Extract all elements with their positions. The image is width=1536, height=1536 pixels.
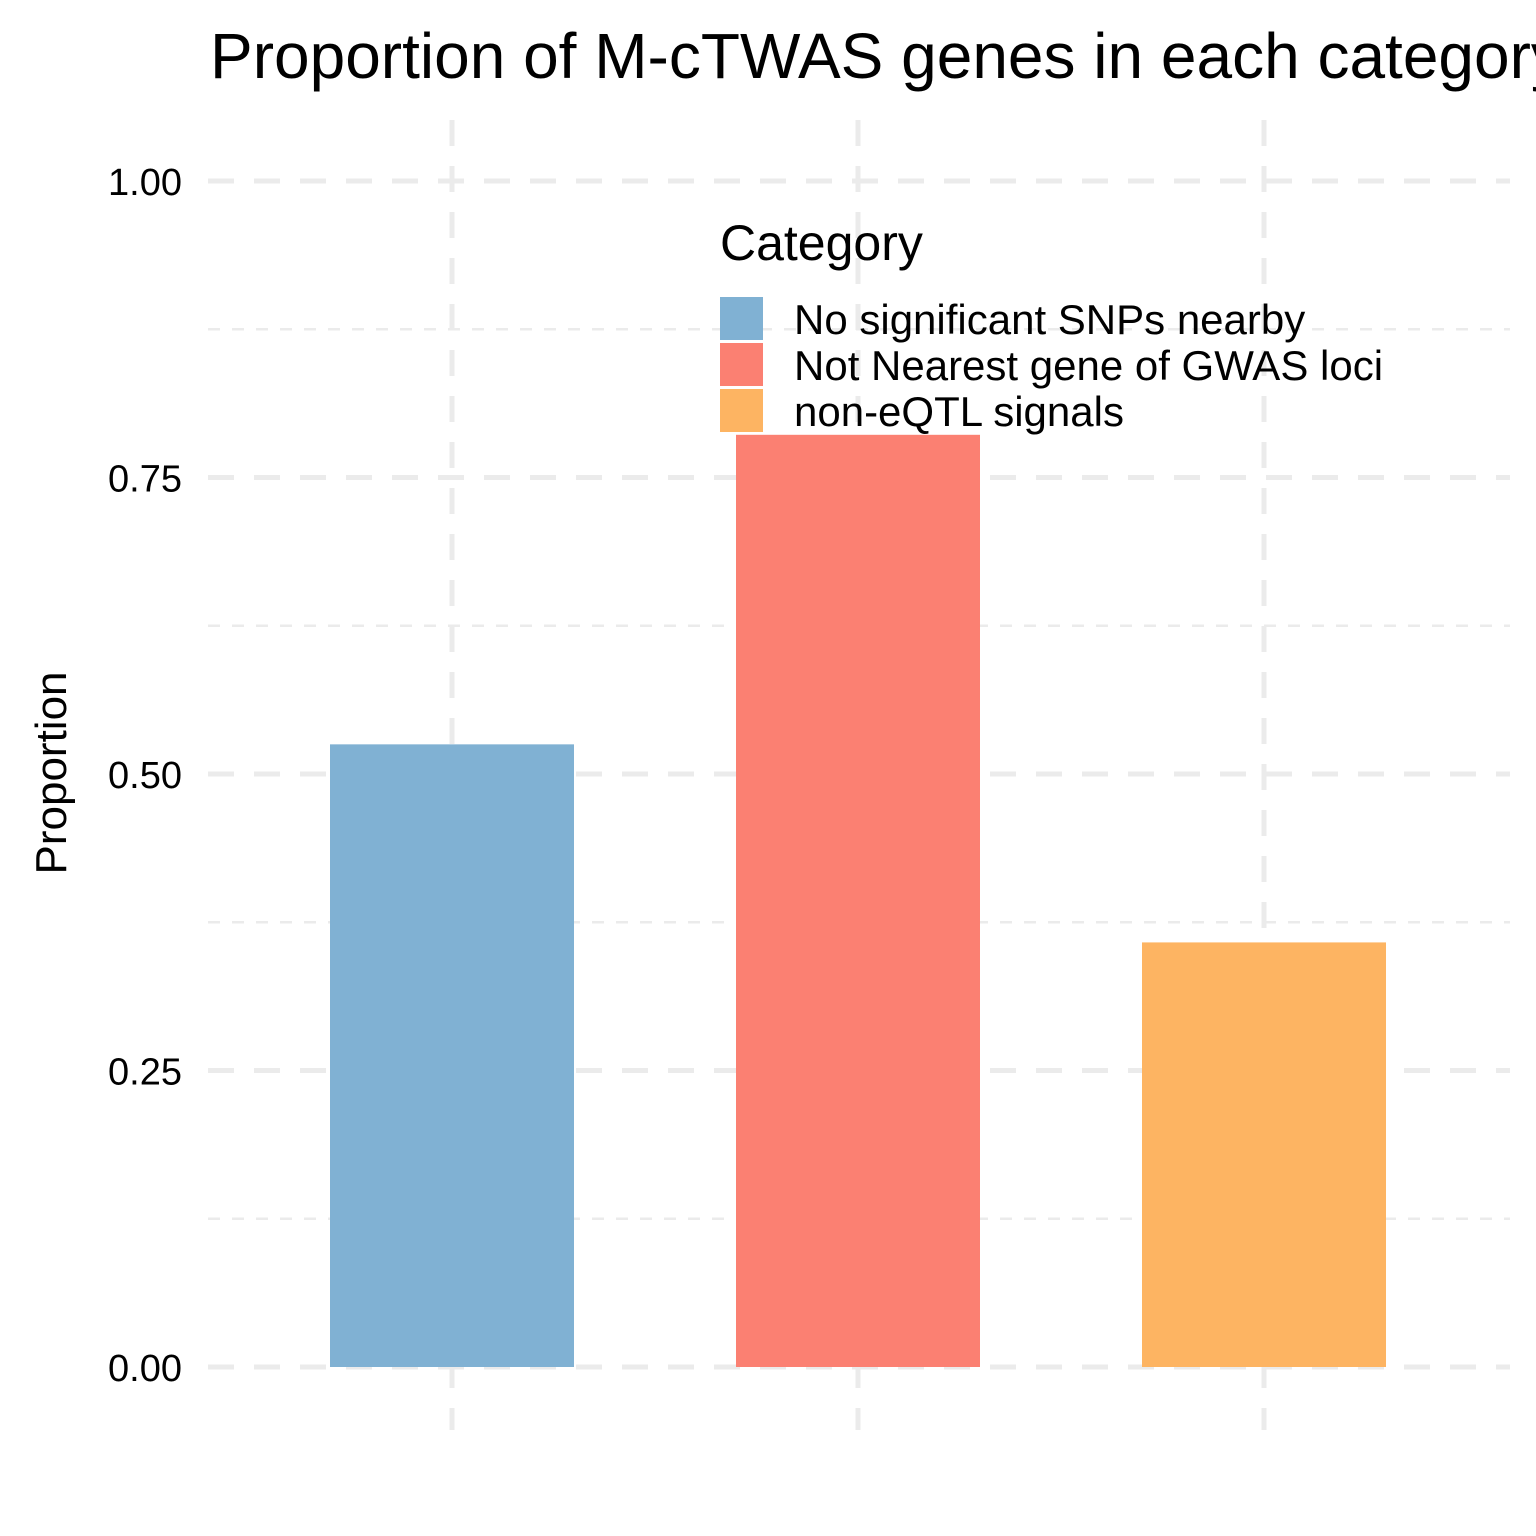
bar: [1142, 942, 1386, 1367]
legend-label: Not Nearest gene of GWAS loci: [794, 342, 1383, 389]
legend-title: Category: [720, 215, 923, 271]
legend-key: [720, 389, 763, 432]
legend-key: [720, 297, 763, 340]
y-axis-title: Proportion: [27, 671, 76, 874]
bars: [330, 434, 1386, 1368]
legend-label: No significant SNPs nearby: [794, 296, 1305, 343]
y-tick-label: 0.25: [108, 1052, 182, 1094]
y-tick-label: 1.00: [108, 162, 182, 204]
bar: [736, 434, 980, 1368]
chart-title: Proportion of M-cTWAS genes in each cate…: [210, 20, 1536, 92]
y-tick-label: 0.50: [108, 755, 182, 797]
y-tick-label: 0.00: [108, 1348, 182, 1390]
legend-key: [720, 343, 763, 386]
legend-label: non-eQTL signals: [794, 388, 1124, 435]
y-axis-ticks: 0.00 0.25 0.50 0.75 1.00: [108, 162, 182, 1390]
bar: [330, 744, 574, 1367]
y-tick-label: 0.75: [108, 459, 182, 501]
